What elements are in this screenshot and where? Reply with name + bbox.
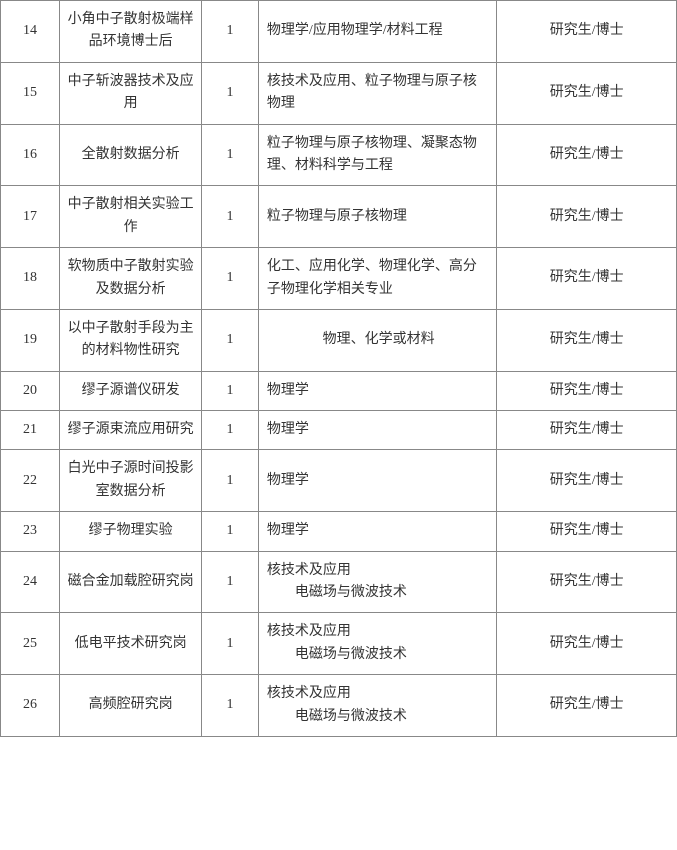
major-line1: 核技术及应用 <box>267 686 351 701</box>
table-row: 20缪子源谱仪研发1物理学研究生/博士 <box>1 371 677 410</box>
row-education: 研究生/博士 <box>497 551 677 613</box>
row-count: 1 <box>202 1 259 63</box>
row-major: 核技术及应用、粒子物理与原子核物理 <box>258 62 497 124</box>
row-education: 研究生/博士 <box>497 411 677 450</box>
row-title: 磁合金加载腔研究岗 <box>60 551 202 613</box>
row-education: 研究生/博士 <box>497 62 677 124</box>
table-row: 14小角中子散射极端样品环境博士后1物理学/应用物理学/材料工程研究生/博士 <box>1 1 677 63</box>
table-row: 22白光中子源时间投影室数据分析1物理学研究生/博士 <box>1 450 677 512</box>
row-major: 物理学 <box>258 371 497 410</box>
row-title: 白光中子源时间投影室数据分析 <box>60 450 202 512</box>
table-row: 16全散射数据分析1粒子物理与原子核物理、凝聚态物理、材料科学与工程研究生/博士 <box>1 124 677 186</box>
row-count: 1 <box>202 124 259 186</box>
row-major: 核技术及应用电磁场与微波技术 <box>258 551 497 613</box>
row-id: 21 <box>1 411 60 450</box>
row-count: 1 <box>202 309 259 371</box>
major-line2: 电磁场与微波技术 <box>267 582 491 604</box>
row-count: 1 <box>202 613 259 675</box>
row-title: 缪子物理实验 <box>60 512 202 551</box>
row-education: 研究生/博士 <box>497 675 677 737</box>
major-line1: 核技术及应用 <box>267 563 351 578</box>
row-id: 22 <box>1 450 60 512</box>
table-body: 14小角中子散射极端样品环境博士后1物理学/应用物理学/材料工程研究生/博士15… <box>1 1 677 737</box>
row-title: 小角中子散射极端样品环境博士后 <box>60 1 202 63</box>
major-line2: 电磁场与微波技术 <box>267 706 491 728</box>
row-title: 缪子源束流应用研究 <box>60 411 202 450</box>
row-count: 1 <box>202 675 259 737</box>
table-row: 19以中子散射手段为主的材料物性研究1物理、化学或材料研究生/博士 <box>1 309 677 371</box>
row-major: 粒子物理与原子核物理 <box>258 186 497 248</box>
row-id: 15 <box>1 62 60 124</box>
row-major: 物理学 <box>258 512 497 551</box>
major-line1: 核技术及应用 <box>267 624 351 639</box>
table-row: 24磁合金加载腔研究岗1核技术及应用电磁场与微波技术研究生/博士 <box>1 551 677 613</box>
row-major: 粒子物理与原子核物理、凝聚态物理、材料科学与工程 <box>258 124 497 186</box>
row-id: 26 <box>1 675 60 737</box>
row-title: 全散射数据分析 <box>60 124 202 186</box>
row-major: 物理学 <box>258 450 497 512</box>
row-count: 1 <box>202 371 259 410</box>
row-title: 高频腔研究岗 <box>60 675 202 737</box>
row-major: 物理学 <box>258 411 497 450</box>
table-row: 21缪子源束流应用研究1物理学研究生/博士 <box>1 411 677 450</box>
row-id: 24 <box>1 551 60 613</box>
row-count: 1 <box>202 248 259 310</box>
row-major: 核技术及应用电磁场与微波技术 <box>258 675 497 737</box>
row-id: 17 <box>1 186 60 248</box>
row-count: 1 <box>202 62 259 124</box>
row-title: 中子散射相关实验工作 <box>60 186 202 248</box>
row-count: 1 <box>202 450 259 512</box>
row-id: 19 <box>1 309 60 371</box>
row-id: 14 <box>1 1 60 63</box>
row-education: 研究生/博士 <box>497 450 677 512</box>
row-education: 研究生/博士 <box>497 512 677 551</box>
row-major: 物理、化学或材料 <box>258 309 497 371</box>
row-id: 18 <box>1 248 60 310</box>
row-education: 研究生/博士 <box>497 613 677 675</box>
row-count: 1 <box>202 411 259 450</box>
positions-table: 14小角中子散射极端样品环境博士后1物理学/应用物理学/材料工程研究生/博士15… <box>0 0 677 737</box>
row-education: 研究生/博士 <box>497 124 677 186</box>
row-count: 1 <box>202 512 259 551</box>
table-row: 18软物质中子散射实验及数据分析1化工、应用化学、物理化学、高分子物理化学相关专… <box>1 248 677 310</box>
row-count: 1 <box>202 186 259 248</box>
row-id: 23 <box>1 512 60 551</box>
row-major: 物理学/应用物理学/材料工程 <box>258 1 497 63</box>
row-title: 低电平技术研究岗 <box>60 613 202 675</box>
table-row: 23缪子物理实验1物理学研究生/博士 <box>1 512 677 551</box>
row-major: 化工、应用化学、物理化学、高分子物理化学相关专业 <box>258 248 497 310</box>
row-title: 中子斩波器技术及应用 <box>60 62 202 124</box>
row-title: 软物质中子散射实验及数据分析 <box>60 248 202 310</box>
row-count: 1 <box>202 551 259 613</box>
row-title: 以中子散射手段为主的材料物性研究 <box>60 309 202 371</box>
row-education: 研究生/博士 <box>497 248 677 310</box>
table-row: 25低电平技术研究岗1核技术及应用电磁场与微波技术研究生/博士 <box>1 613 677 675</box>
row-education: 研究生/博士 <box>497 186 677 248</box>
row-education: 研究生/博士 <box>497 309 677 371</box>
table-row: 26高频腔研究岗1核技术及应用电磁场与微波技术研究生/博士 <box>1 675 677 737</box>
row-id: 20 <box>1 371 60 410</box>
table-row: 17中子散射相关实验工作1粒子物理与原子核物理研究生/博士 <box>1 186 677 248</box>
row-title: 缪子源谱仪研发 <box>60 371 202 410</box>
row-id: 25 <box>1 613 60 675</box>
row-id: 16 <box>1 124 60 186</box>
table-row: 15中子斩波器技术及应用1核技术及应用、粒子物理与原子核物理研究生/博士 <box>1 62 677 124</box>
major-line2: 电磁场与微波技术 <box>267 644 491 666</box>
row-major: 核技术及应用电磁场与微波技术 <box>258 613 497 675</box>
row-education: 研究生/博士 <box>497 371 677 410</box>
row-education: 研究生/博士 <box>497 1 677 63</box>
